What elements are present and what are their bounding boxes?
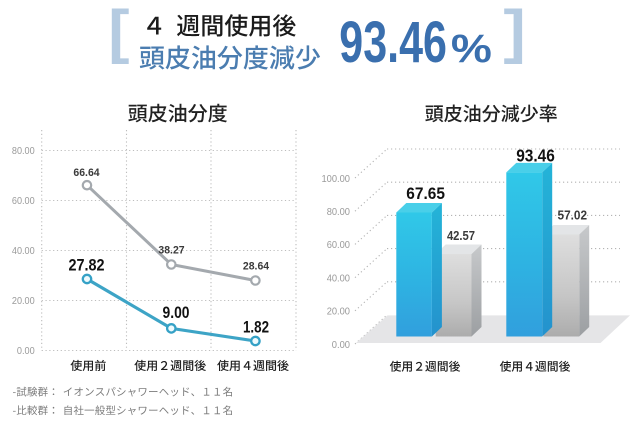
svg-text:20.00: 20.00 — [327, 307, 351, 318]
svg-text:38.27: 38.27 — [158, 245, 184, 257]
svg-text:57.02: 57.02 — [558, 208, 588, 222]
svg-text:0.00: 0.00 — [17, 346, 35, 357]
svg-text:20.00: 20.00 — [12, 296, 35, 307]
svg-text:9.00: 9.00 — [163, 303, 190, 322]
svg-text:67.65: 67.65 — [406, 184, 445, 203]
svg-text:60.00: 60.00 — [12, 196, 35, 207]
svg-text:40.00: 40.00 — [327, 273, 351, 284]
svg-text:%: % — [451, 27, 492, 71]
svg-text:1.82: 1.82 — [243, 317, 269, 336]
svg-text:80.00: 80.00 — [327, 207, 351, 218]
svg-text:40.00: 40.00 — [12, 246, 35, 257]
svg-text:66.64: 66.64 — [73, 167, 100, 179]
svg-text:100.00: 100.00 — [322, 174, 351, 185]
svg-text:27.82: 27.82 — [69, 256, 105, 275]
svg-text:93.46: 93.46 — [516, 146, 555, 166]
svg-text:80.00: 80.00 — [12, 146, 35, 157]
svg-text:93.46: 93.46 — [339, 10, 447, 75]
svg-text:28.64: 28.64 — [243, 261, 270, 273]
svg-text:0.00: 0.00 — [332, 340, 351, 351]
svg-text:42.57: 42.57 — [447, 229, 475, 243]
svg-text:60.00: 60.00 — [327, 240, 351, 251]
